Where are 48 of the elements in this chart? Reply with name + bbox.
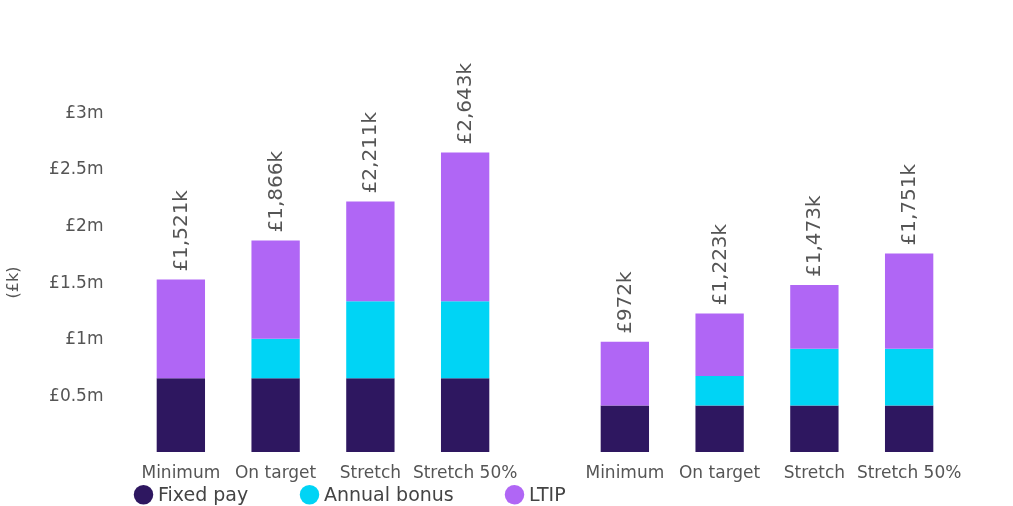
x-tick-label: Stretch bbox=[339, 461, 402, 482]
y-tick-label: £3m bbox=[65, 101, 104, 122]
bar bbox=[440, 378, 490, 452]
legend-label: LTIP bbox=[529, 482, 566, 505]
y-tick-label: £2m bbox=[65, 214, 104, 235]
bar bbox=[251, 338, 300, 379]
bar bbox=[600, 405, 650, 452]
total-label: £1,223k bbox=[706, 223, 731, 306]
bar bbox=[251, 240, 300, 339]
bar bbox=[440, 152, 490, 302]
bar bbox=[346, 301, 395, 379]
x-tick-label: Minimum bbox=[141, 461, 221, 482]
bar bbox=[156, 378, 206, 452]
total-label: £1,866k bbox=[262, 150, 287, 233]
bar bbox=[790, 405, 839, 452]
y-tick-label: £0.5m bbox=[49, 384, 104, 405]
bar bbox=[695, 313, 744, 377]
y-tick-label: £1.5m bbox=[49, 271, 104, 292]
x-tick-label: Minimum bbox=[585, 461, 665, 482]
bar bbox=[156, 279, 206, 379]
bar bbox=[884, 348, 934, 406]
total-label: £2,211k bbox=[357, 111, 382, 194]
y-tick-label: £1m bbox=[65, 328, 104, 349]
legend-label: Fixed pay bbox=[158, 482, 249, 505]
bar bbox=[790, 348, 839, 406]
x-tick-label: Stretch 50% bbox=[856, 461, 962, 482]
bar bbox=[346, 201, 395, 302]
bar bbox=[440, 301, 490, 379]
bar bbox=[695, 376, 744, 406]
legend-label: Annual bonus bbox=[324, 482, 454, 505]
bar bbox=[695, 405, 744, 452]
x-tick-label: Stretch 50% bbox=[412, 461, 518, 482]
total-label: £2,643k bbox=[452, 62, 477, 145]
total-label: £1,521k bbox=[167, 189, 192, 272]
x-tick-label: On target bbox=[678, 461, 761, 482]
total-label: £972k bbox=[611, 270, 636, 334]
bar bbox=[600, 341, 650, 406]
bar bbox=[251, 378, 300, 452]
bar bbox=[346, 378, 395, 452]
x-tick-label: Stretch bbox=[783, 461, 846, 482]
y-tick-label: £2.5m bbox=[49, 158, 104, 179]
bar bbox=[884, 405, 934, 452]
total-label: £1,751k bbox=[896, 163, 921, 246]
bar bbox=[884, 253, 934, 349]
x-tick-label: On target bbox=[234, 461, 317, 482]
total-label: £1,473k bbox=[801, 195, 826, 278]
y-axis-title: (£k) bbox=[3, 266, 23, 299]
bar bbox=[790, 285, 839, 349]
